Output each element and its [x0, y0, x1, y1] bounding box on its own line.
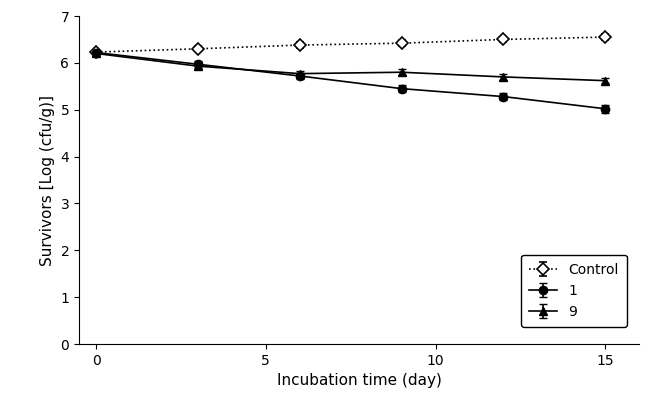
Legend: Control, 1, 9: Control, 1, 9 — [521, 255, 627, 327]
Y-axis label: Survivors [Log (cfu/g)]: Survivors [Log (cfu/g)] — [40, 94, 55, 266]
X-axis label: Incubation time (day): Incubation time (day) — [277, 373, 442, 388]
